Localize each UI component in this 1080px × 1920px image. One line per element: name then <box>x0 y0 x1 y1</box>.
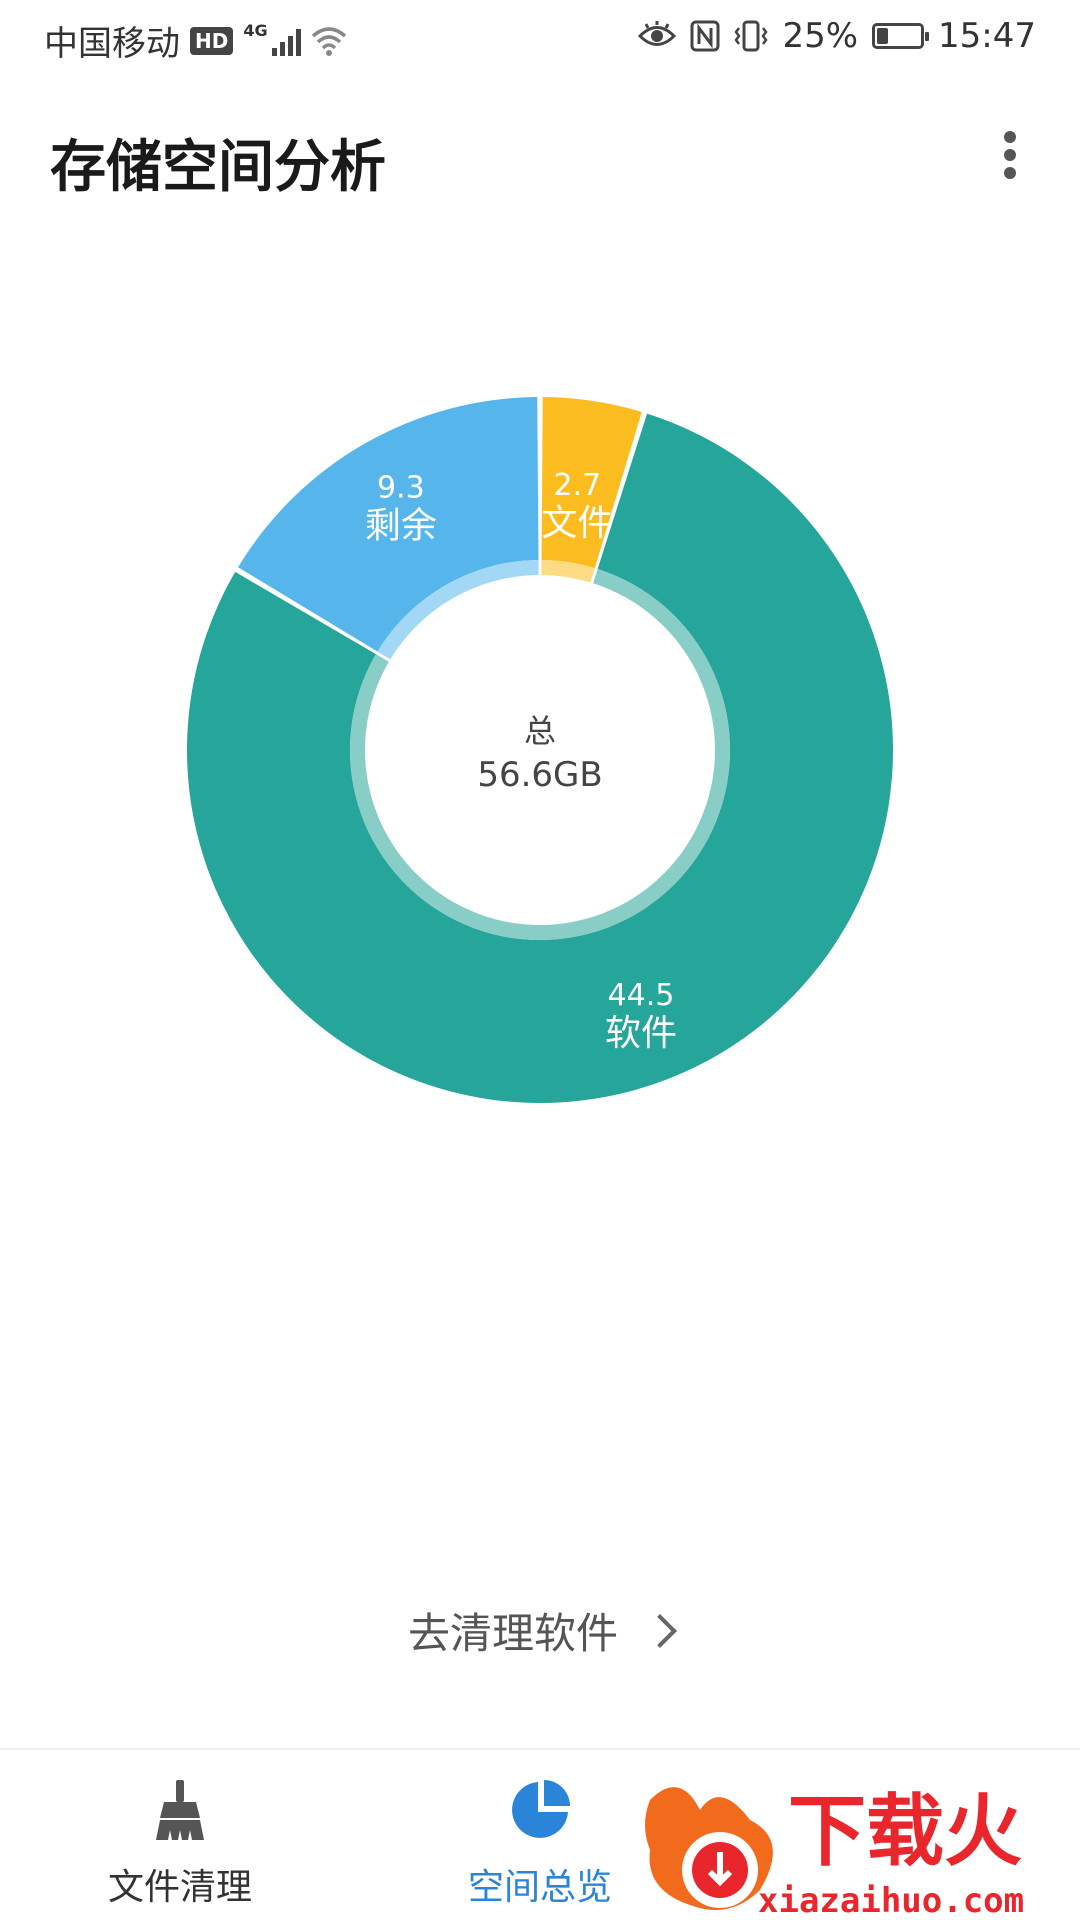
segment-name-label-2: 剩余 <box>365 505 437 546</box>
eye-comfort-icon <box>638 21 677 46</box>
watermark-brand: 下载火 <box>788 1787 1022 1877</box>
hd-icon: HD <box>190 26 234 55</box>
more-vertical-icon-dot <box>1004 167 1016 179</box>
nav-space-overview[interactable]: 空间总览 <box>390 1750 690 1920</box>
nav-file-clean[interactable]: 文件清理 <box>30 1750 330 1920</box>
clock: 15:47 <box>938 16 1036 56</box>
segment-value-label-0: 2.7 <box>554 468 602 503</box>
status-bar: 中国移动 HD 4G <box>0 0 1080 76</box>
more-vertical-icon <box>1004 131 1016 143</box>
broom-icon <box>156 1780 204 1840</box>
donut-segment-1 <box>186 413 894 1103</box>
bottom-nav: 文件清理 空间总览 <box>0 1748 1080 1920</box>
donut-inner-ring-0 <box>541 560 595 583</box>
chevron-right-icon <box>643 1613 677 1648</box>
center-total-value: 56.6GB <box>477 755 602 795</box>
clean-apps-link[interactable]: 去清理软件 <box>0 1600 1080 1661</box>
status-left: 中国移动 HD 4G <box>44 16 347 65</box>
status-right: 25% 15:47 <box>638 16 1036 56</box>
center-total-label: 总 <box>524 712 556 750</box>
clean-apps-label: 去清理软件 <box>407 1609 618 1658</box>
vibrate-icon <box>734 20 768 52</box>
page-title: 存储空间分析 <box>50 135 386 200</box>
watermark-logo: 下载火 xiazaihuo.com <box>645 1787 1024 1920</box>
nfc-icon <box>690 20 720 52</box>
more-vertical-icon-dot <box>1004 149 1016 161</box>
battery-level <box>877 28 889 44</box>
segment-value-label-2: 9.3 <box>377 470 425 505</box>
more-options-button[interactable] <box>990 125 1030 185</box>
nav-file-clean-label: 文件清理 <box>107 1867 252 1908</box>
wifi-icon <box>311 26 346 56</box>
segment-name-label-1: 软件 <box>605 1013 677 1054</box>
donut-segment-0 <box>541 397 642 569</box>
nav-space-overview-label: 空间总览 <box>467 1867 612 1908</box>
storage-donut-chart: 2.7 文件 44.5 软件 9.3 剩余总 56.6GB <box>0 360 1080 1120</box>
battery-percent: 25% <box>782 16 859 56</box>
segment-value-label-1: 44.5 <box>608 978 675 1013</box>
donut-inner-ring-2 <box>377 560 539 660</box>
watermark-url: xiazaihuo.com <box>758 1881 1024 1920</box>
donut-segment-2 <box>238 397 539 652</box>
pie-chart-icon <box>512 1780 570 1838</box>
battery-icon <box>872 23 930 49</box>
segment-name-label-0: 文件 <box>541 503 613 544</box>
carrier-name: 中国移动 <box>44 24 180 64</box>
network-type: 4G <box>243 21 268 40</box>
cell-signal-icon <box>271 26 301 56</box>
